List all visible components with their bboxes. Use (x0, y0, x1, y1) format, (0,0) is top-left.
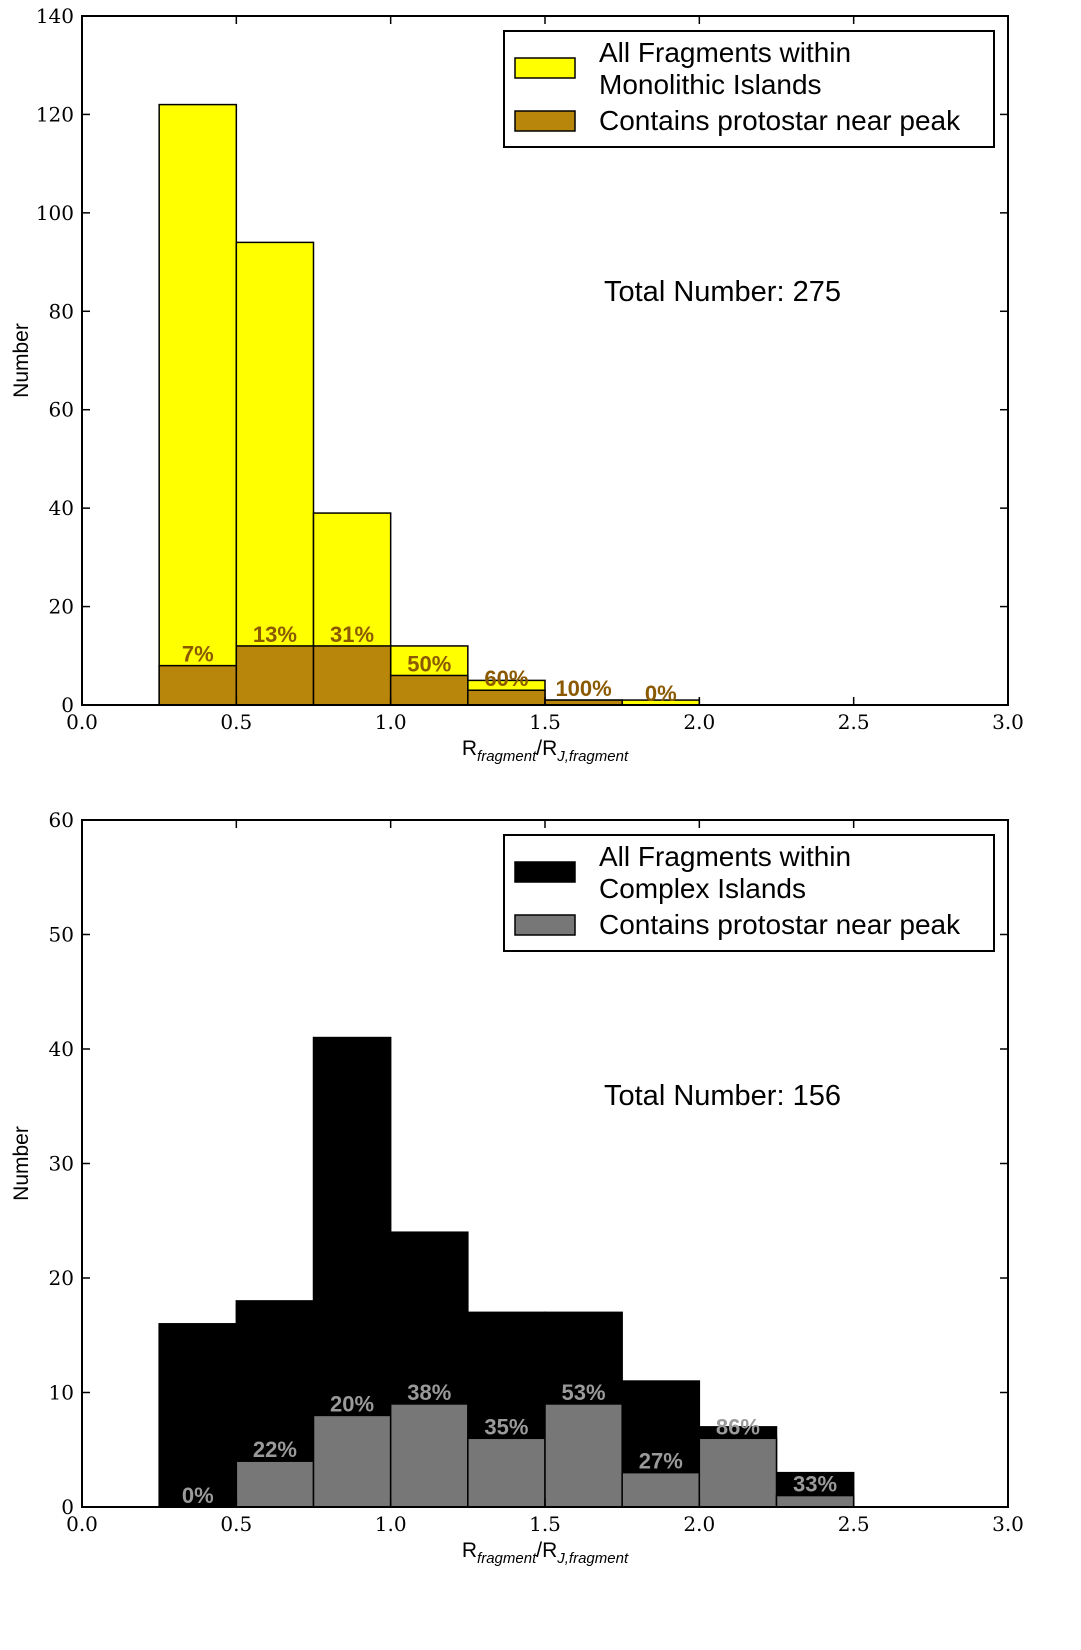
top-x-ticks: 0.0 0.5 1.0 1.5 2.0 2.5 3.0 (66, 16, 1024, 734)
bottom-protostar-bar (775, 1494, 855, 1508)
bottom-protostar-bar (389, 1403, 469, 1508)
bottom-x-tick-label: 1.0 (375, 1512, 407, 1536)
bottom-y-tick-label: 40 (49, 1037, 74, 1061)
top-y-tick-label: 80 (49, 299, 74, 323)
bottom-protostar-bar (698, 1437, 778, 1508)
bottom-percent-label: 33% (793, 1472, 837, 1497)
bottom-x-tick-label: 0.5 (220, 1512, 252, 1536)
top-y-tick-label: 0 (61, 693, 74, 717)
bottom-legend-swatch-all (514, 861, 576, 883)
top-histogram-panel: 7% 13% 31% 50% 60% 100% 0% 0.0 0.5 1.0 1.5 2.0 2.5 3… (10, 4, 1024, 765)
top-legend-swatch-all (514, 57, 576, 79)
bottom-protostar-bars (235, 1403, 855, 1508)
bottom-x-ticks: 0.0 0.5 1.0 1.5 2.0 2.5 3.0 (66, 820, 1024, 1536)
bottom-x-tick-label: 1.5 (529, 1512, 561, 1536)
bottom-x-axis-label: Rfragment/RJ,fragment (462, 1539, 629, 1567)
top-percent-labels: 7% 13% 31% 50% 60% 100% 0% (182, 622, 677, 706)
bottom-percent-label: 38% (407, 1380, 451, 1405)
top-protostar-bar (312, 645, 392, 706)
bottom-y-tick-label: 0 (61, 1495, 74, 1519)
top-y-axis-label: Number (10, 323, 33, 398)
top-legend-label-protostar: Contains protostar near peak (599, 105, 961, 136)
bottom-protostar-bar (312, 1414, 392, 1508)
top-legend-swatch-protostar (514, 110, 576, 132)
top-protostar-bar (158, 664, 238, 706)
top-percent-label: 50% (407, 651, 451, 676)
bottom-percent-label: 53% (562, 1380, 606, 1405)
top-y-tick-label: 120 (36, 102, 74, 126)
bottom-y-tick-label: 20 (49, 1266, 74, 1290)
bottom-x-tick-label: 2.0 (683, 1512, 715, 1536)
bottom-protostar-bar (467, 1437, 546, 1508)
bottom-protostar-bar (544, 1403, 623, 1508)
top-percent-label: 31% (330, 622, 374, 647)
top-all-bars (158, 103, 701, 706)
top-all-bar (235, 241, 315, 706)
bottom-percent-label: 27% (639, 1449, 683, 1474)
top-y-tick-label: 100 (36, 201, 74, 225)
top-legend-frame (503, 30, 995, 148)
top-percent-label: 0% (645, 681, 677, 706)
bottom-x-tick-label: 2.5 (838, 1512, 870, 1536)
top-x-axis-label: Rfragment/RJ,fragment (462, 737, 629, 765)
bottom-y-tick-label: 60 (49, 808, 74, 832)
bottom-all-bar (158, 1323, 238, 1508)
top-y-ticks: 0 20 40 60 80 100 120 140 (36, 4, 1008, 717)
top-x-tick-label: 1.0 (375, 710, 407, 734)
top-protostar-bar (467, 689, 546, 706)
top-percent-label: 60% (484, 666, 528, 691)
bottom-y-tick-label: 50 (49, 923, 74, 947)
top-y-tick-label: 140 (36, 4, 74, 28)
bottom-percent-labels: 0% 22% 20% 38% 35% 53% 27% 86% 33% (182, 1380, 837, 1508)
bottom-legend-swatch-protostar (514, 914, 576, 936)
bottom-y-axis-label: Number (10, 1126, 33, 1201)
bottom-legend-frame (503, 834, 995, 952)
top-x-tick-label: 0.5 (220, 710, 252, 734)
bottom-y-tick-label: 10 (49, 1381, 74, 1405)
bottom-legend-label-all-line2: Complex Islands (599, 873, 806, 904)
top-legend: All Fragments within Monolithic Islands … (503, 30, 995, 148)
bottom-legend-label-all-line1: All Fragments within (599, 841, 851, 872)
bottom-y-ticks: 0 10 20 30 40 50 60 (49, 808, 1008, 1519)
bottom-x-tick-label: 3.0 (992, 1512, 1024, 1536)
bottom-percent-label: 86% (716, 1414, 760, 1439)
top-x-tick-label: 3.0 (992, 710, 1024, 734)
top-all-bar (158, 103, 238, 706)
bottom-total-annotation: Total Number: 156 (604, 1080, 841, 1112)
top-x-tick-label: 2.5 (838, 710, 870, 734)
top-x-tick-label: 1.5 (529, 710, 561, 734)
bottom-percent-label: 20% (330, 1391, 374, 1416)
top-protostar-bar (235, 645, 315, 706)
top-y-tick-label: 40 (49, 496, 74, 520)
bottom-legend: All Fragments within Complex Islands Con… (503, 834, 995, 952)
bottom-legend-label-protostar: Contains protostar near peak (599, 909, 961, 940)
bottom-percent-label: 22% (253, 1437, 297, 1462)
bottom-x-tick-label: 0.0 (66, 1512, 98, 1536)
bottom-percent-label: 35% (484, 1414, 528, 1439)
top-y-tick-label: 60 (49, 398, 74, 422)
top-x-tick-label: 0.0 (66, 710, 98, 734)
top-legend-label-all-line2: Monolithic Islands (599, 69, 822, 100)
top-y-tick-label: 20 (49, 595, 74, 619)
bottom-y-tick-label: 30 (49, 1152, 74, 1176)
bottom-protostar-bar (621, 1471, 701, 1508)
top-percent-label: 7% (182, 642, 214, 667)
top-percent-label: 100% (555, 676, 611, 701)
top-percent-label: 13% (253, 622, 297, 647)
top-x-tick-label: 2.0 (683, 710, 715, 734)
bottom-protostar-bar (235, 1460, 315, 1508)
top-protostar-bar (389, 674, 469, 706)
top-total-annotation: Total Number: 275 (604, 276, 841, 308)
bottom-histogram-panel: 0% 22% 20% 38% 35% 53% 27% 86% 33% 0.0 0.5 1.0 1.5 2… (10, 808, 1024, 1567)
bottom-percent-label: 0% (182, 1483, 214, 1508)
top-legend-label-all-line1: All Fragments within (599, 37, 851, 68)
